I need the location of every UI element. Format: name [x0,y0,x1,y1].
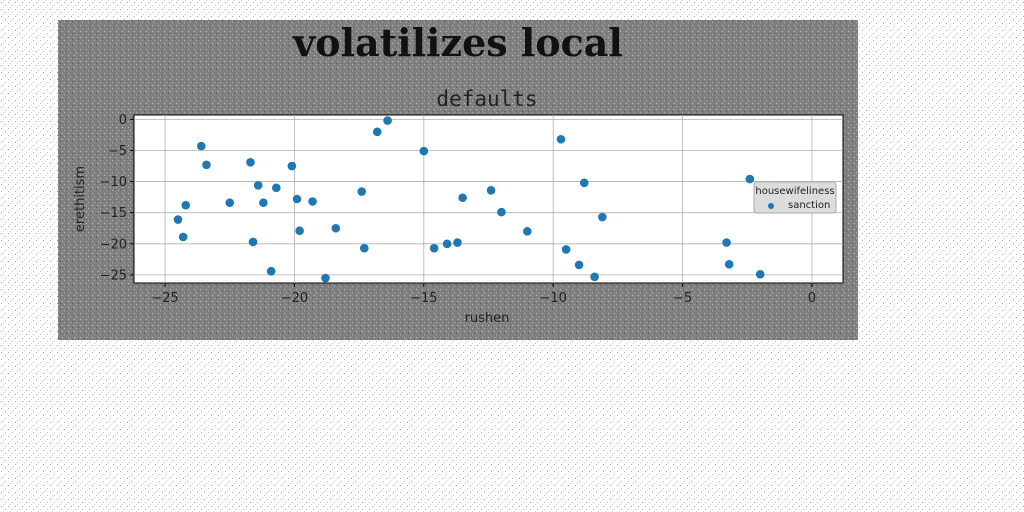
data-point [458,193,467,203]
data-point [266,266,276,276]
chart-title: defaults [436,87,537,111]
data-point [246,157,255,167]
data-point [178,232,188,242]
data-point [429,243,439,253]
data-point [453,238,462,247]
data-point [590,272,599,282]
data-point [287,161,297,171]
y-tick-label: −15 [100,206,127,221]
plot-area [133,114,844,284]
data-point [259,198,268,208]
data-point [359,243,369,253]
legend-marker [768,203,774,209]
data-point [383,116,392,125]
data-point [331,223,341,233]
x-tick-label: −15 [410,291,437,306]
data-point [321,273,330,283]
data-point [225,198,235,208]
data-point [745,174,755,184]
data-point [253,181,263,190]
x-axis-label: rushen [465,311,510,326]
data-points [173,116,765,283]
data-point [372,127,382,137]
data-point [308,197,317,206]
x-tick-label: −5 [673,291,692,306]
legend-entry-label: sanction [788,200,830,211]
data-point [202,160,211,170]
y-tick-label: −5 [108,144,127,159]
data-point [173,215,183,224]
data-point [419,146,429,156]
data-point [579,178,589,188]
data-point [724,260,734,269]
data-point [295,226,304,236]
x-tick-label: −10 [539,291,566,306]
x-tick-label: −25 [151,291,178,306]
data-point [574,260,584,270]
data-point [181,200,191,210]
data-point [722,238,731,247]
data-point [556,134,566,144]
data-point [486,185,496,195]
data-point [272,183,281,193]
data-point [248,237,258,247]
figure-title: volatilizes local [292,20,623,65]
axis-ticks: −25 −20 −15 −10 −5 0 0 −5 −10 −15 −20 −25 [100,113,817,306]
data-point [561,245,571,254]
y-axis-label: erethitism [73,166,88,232]
data-point [357,187,367,196]
x-tick-label: −20 [281,291,308,306]
data-point [196,141,206,151]
legend-title: housewifeliness [755,186,834,197]
legend: housewifeliness sanction [753,181,837,214]
data-point [523,227,532,236]
y-tick-label: −25 [100,268,127,283]
data-point [442,239,452,249]
data-point [292,194,302,204]
y-tick-label: −20 [100,237,127,252]
data-point [497,207,506,217]
x-tick-label: 0 [808,291,816,306]
y-tick-label: −10 [100,175,127,190]
data-point [755,269,765,279]
data-point [598,212,607,222]
y-tick-label: 0 [119,113,127,128]
legend-box [753,181,837,214]
